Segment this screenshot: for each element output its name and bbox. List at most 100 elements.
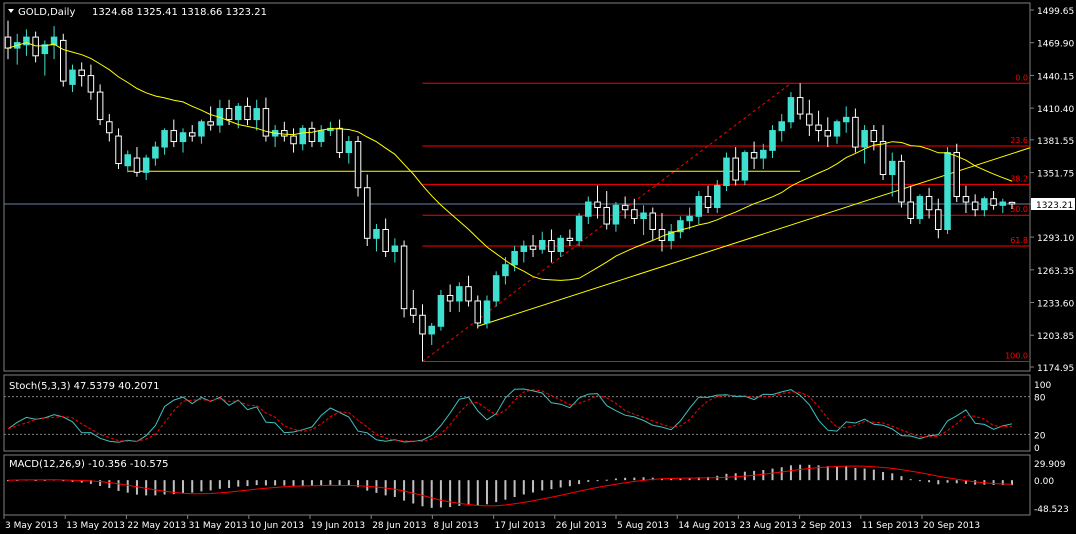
macd-bar xyxy=(135,480,138,495)
candle-body xyxy=(944,152,951,231)
candle-body xyxy=(345,141,353,154)
candle-body xyxy=(4,36,12,49)
candle-body xyxy=(281,130,288,137)
macd-bar xyxy=(532,480,535,493)
macd-bar xyxy=(928,480,931,483)
candle-body xyxy=(833,121,841,137)
candle-body xyxy=(603,207,610,225)
macd-tick-label: 29.909 xyxy=(1034,460,1066,470)
macd-bar xyxy=(228,480,231,488)
candle-body xyxy=(363,187,371,239)
macd-bar xyxy=(237,480,240,487)
candle-body xyxy=(713,185,721,209)
macd-bar xyxy=(614,478,617,481)
macd-bar xyxy=(495,480,498,503)
stoch-layer xyxy=(4,388,1030,443)
candle-body xyxy=(677,220,684,233)
price-tick-label: 1203.85 xyxy=(1037,332,1074,342)
candle-body xyxy=(1008,201,1016,205)
macd-bar xyxy=(937,480,940,485)
candle-body xyxy=(879,141,887,176)
candle-body xyxy=(760,149,767,159)
macd-bar xyxy=(624,477,627,481)
candle-body xyxy=(842,116,850,123)
macd-bar xyxy=(918,480,921,482)
candle-body xyxy=(723,157,730,187)
fib-level-label: 38.2 xyxy=(1010,174,1028,183)
macd-bar xyxy=(458,480,461,506)
macd-bar xyxy=(393,480,396,497)
candle-body xyxy=(898,160,905,203)
candle-body xyxy=(806,113,813,126)
candle-body xyxy=(188,132,196,137)
macd-bar xyxy=(817,465,820,481)
macd-bar xyxy=(154,480,157,496)
candle-body xyxy=(686,215,693,222)
candle-body xyxy=(796,97,804,115)
candle-body xyxy=(391,245,399,253)
macd-bar xyxy=(863,468,866,481)
macd-bar xyxy=(1011,480,1013,486)
candle-body xyxy=(925,196,933,211)
macd-bar xyxy=(882,471,885,481)
moving-average-line xyxy=(7,42,1013,281)
candle-body xyxy=(511,251,518,266)
macd-bar xyxy=(145,480,148,496)
candle-body xyxy=(115,135,122,165)
macd-bar xyxy=(946,480,949,483)
candle-body xyxy=(529,245,537,250)
macd-bar xyxy=(909,479,912,481)
candle-body xyxy=(695,196,703,217)
macd-bar xyxy=(357,480,360,488)
macd-bar xyxy=(172,480,175,495)
macd-bar xyxy=(108,480,111,489)
macd-tick-label: -48.523 xyxy=(1034,505,1069,515)
macd-bar xyxy=(891,473,894,481)
macd-bar xyxy=(264,480,267,486)
candle-body xyxy=(152,146,159,159)
date-label: 20 Sep 2013 xyxy=(923,521,980,531)
macd-bar xyxy=(255,480,258,486)
candle-body xyxy=(60,39,67,82)
macd-bar xyxy=(246,480,249,487)
candle-body xyxy=(207,121,214,126)
macd-bar xyxy=(403,480,406,501)
candle-body xyxy=(502,264,509,277)
price-panel-frame xyxy=(3,2,1031,372)
candle-body xyxy=(428,325,435,335)
fib-level-label: 61.8 xyxy=(1010,236,1028,245)
candle-body xyxy=(142,157,150,173)
price-tick-label: 1351.75 xyxy=(1037,170,1074,180)
candle-body xyxy=(971,201,979,211)
date-label: 28 Jun 2013 xyxy=(372,521,426,531)
price-tick-label: 1499.65 xyxy=(1037,7,1074,17)
macd-bar xyxy=(62,480,65,482)
date-label: 10 Jun 2013 xyxy=(250,521,304,531)
candle-body xyxy=(649,212,657,231)
macd-bar xyxy=(366,480,369,491)
fib-level-label: 23.6 xyxy=(1010,136,1028,145)
macd-bar xyxy=(209,480,212,491)
axis-layer: 1499.65 1469.90 1440.15 1410.40 1381.55 1351.… xyxy=(3,7,1075,531)
candle-body xyxy=(354,141,362,189)
macd-bar xyxy=(449,480,452,508)
macd-bar xyxy=(605,479,608,481)
macd-bar xyxy=(329,480,332,485)
macd-bar xyxy=(854,467,857,481)
price-layer: 0.0 23.6 38.2 50.0 61.8 100.0 xyxy=(4,20,1031,362)
macd-label: MACD(12,26,9) -10.356 -10.575 xyxy=(9,459,169,470)
macd-bar xyxy=(964,480,967,484)
macd-bar xyxy=(476,480,479,506)
candle-body xyxy=(888,160,896,176)
candle-body xyxy=(769,130,776,151)
candle-body xyxy=(96,91,104,121)
macd-layer xyxy=(7,464,1013,508)
candle-body xyxy=(557,237,564,253)
dropdown-arrow-icon[interactable] xyxy=(8,9,14,13)
candle-body xyxy=(170,130,178,143)
price-tick-label: 1263.35 xyxy=(1037,267,1074,277)
candle-body xyxy=(456,286,463,302)
candle-body xyxy=(999,201,1007,206)
macd-bar xyxy=(559,480,562,488)
